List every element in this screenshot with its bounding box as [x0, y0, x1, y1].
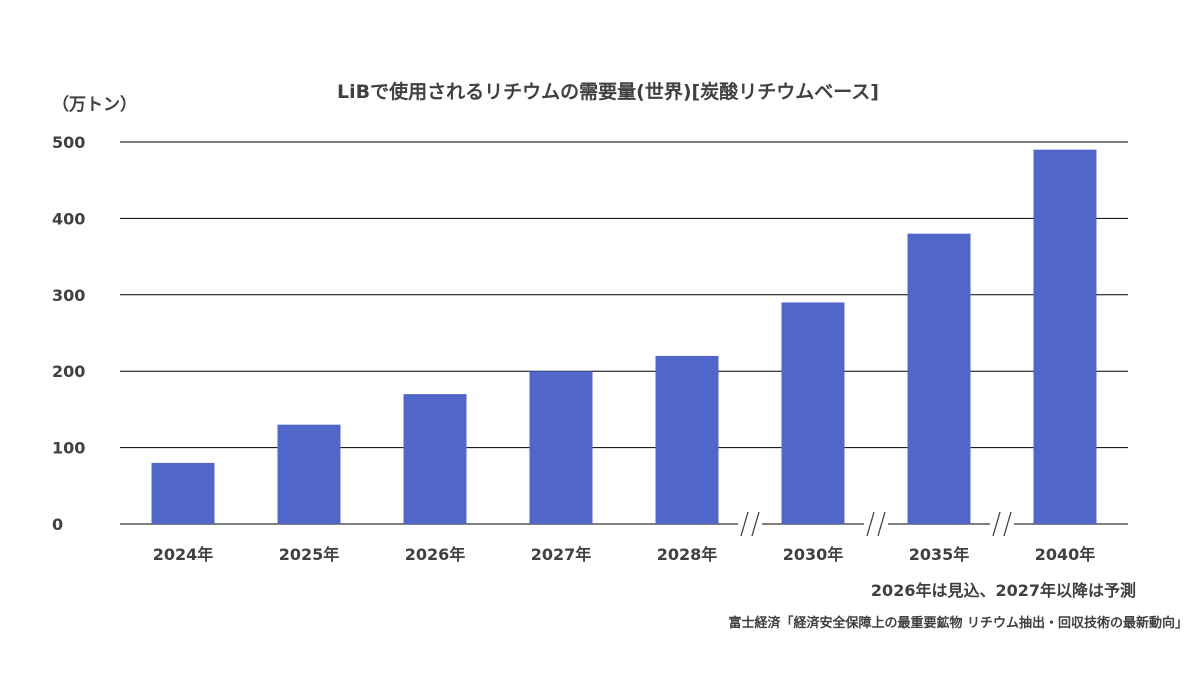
axis-break-mark: [864, 511, 888, 537]
y-tick-label: 100: [52, 439, 85, 458]
x-tick-label: 2025年: [279, 545, 340, 564]
forecast-note: 2026年は見込、2027年以降は予測: [871, 581, 1136, 600]
y-axis-ticks: 0 100 200 300 400 500: [52, 133, 85, 534]
y-tick-label: 200: [52, 362, 85, 381]
bar: [907, 233, 971, 524]
y-axis-unit-label: （万トン）: [52, 94, 137, 115]
x-axis-ticks: 2024年 2025年 2026年 2027年 2028年 2030年 2035年 2040年: [153, 545, 1096, 564]
x-tick-label: 2040年: [1035, 545, 1096, 564]
y-tick-label: 400: [52, 209, 85, 228]
y-tick-label: 0: [52, 515, 63, 534]
x-tick-label: 2028年: [657, 545, 718, 564]
bar: [277, 424, 341, 524]
x-tick-label: 2027年: [531, 545, 592, 564]
axis-break-mark: [738, 511, 762, 537]
bar: [655, 355, 719, 524]
gridlines: [120, 141, 1128, 525]
axis-break-gap: [864, 518, 888, 530]
bar: [403, 394, 467, 524]
source-credit: 富士経済「経済安全保障上の最重要鉱物 リチウム抽出・回収技術の最新動向」: [728, 615, 1188, 631]
axis-break-gap: [990, 518, 1014, 530]
axis-break-stroke: [740, 511, 749, 537]
y-tick-label: 500: [52, 133, 85, 152]
x-tick-label: 2030年: [783, 545, 844, 564]
bar: [529, 371, 593, 524]
x-tick-label: 2035年: [909, 545, 970, 564]
axis-break-stroke: [877, 511, 886, 537]
y-tick-label: 300: [52, 286, 85, 305]
axis-break-stroke: [866, 511, 875, 537]
axis-break-stroke: [992, 511, 1001, 537]
axis-break-gap: [738, 518, 762, 530]
bar: [151, 462, 215, 524]
axis-break-mark: [990, 511, 1014, 537]
bar: [781, 302, 845, 524]
axis-breaks: [738, 511, 1014, 537]
bars: [151, 149, 1097, 524]
x-tick-label: 2026年: [405, 545, 466, 564]
x-tick-label: 2024年: [153, 545, 214, 564]
chart-title: LiBで使用されるリチウムの需要量(世界)[炭酸リチウムベース]: [337, 80, 879, 103]
axis-break-stroke: [1003, 511, 1012, 537]
axis-break-stroke: [751, 511, 760, 537]
bar: [1033, 149, 1097, 524]
